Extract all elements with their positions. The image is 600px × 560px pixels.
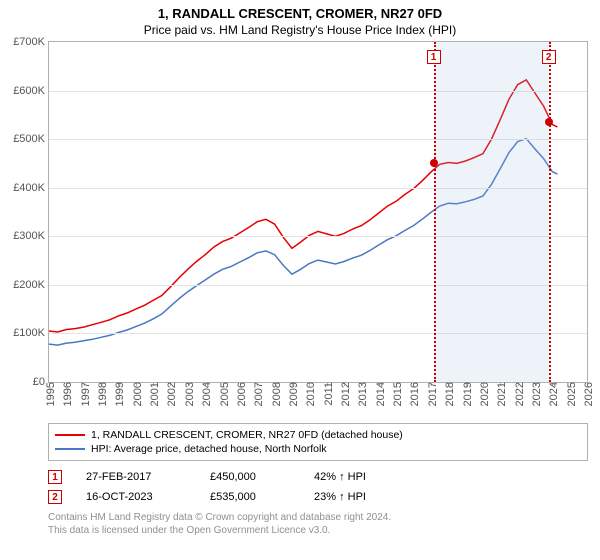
- x-axis-label: 2002: [162, 382, 178, 406]
- y-axis-label: £700K: [13, 36, 49, 48]
- x-axis-label: 2011: [319, 382, 335, 406]
- chart-subtitle: Price paid vs. HM Land Registry's House …: [0, 21, 600, 41]
- x-axis-label: 1996: [58, 382, 74, 406]
- annotation-date: 16-OCT-2023: [86, 491, 186, 503]
- y-axis-label: £600K: [13, 85, 49, 97]
- x-axis-label: 2009: [284, 382, 300, 406]
- x-axis-label: 2007: [249, 382, 265, 406]
- footer-line: This data is licensed under the Open Gov…: [48, 524, 588, 537]
- x-axis-label: 1997: [76, 382, 92, 406]
- sale-point-dot: [545, 118, 553, 126]
- chart-container: 1, RANDALL CRESCENT, CROMER, NR27 0FD Pr…: [0, 0, 600, 560]
- legend-label: 1, RANDALL CRESCENT, CROMER, NR27 0FD (d…: [91, 429, 403, 441]
- x-axis-label: 1999: [110, 382, 126, 406]
- x-axis-label: 2023: [527, 382, 543, 406]
- annotation-marker: 2: [48, 490, 62, 504]
- x-axis-label: 2001: [145, 382, 161, 406]
- event-marker-box: 1: [427, 50, 441, 64]
- y-axis-label: £300K: [13, 230, 49, 242]
- x-axis-label: 1998: [93, 382, 109, 406]
- x-axis-label: 2005: [215, 382, 231, 406]
- event-vline: [434, 42, 436, 382]
- y-axis-label: £200K: [13, 279, 49, 291]
- x-axis-label: 2000: [128, 382, 144, 406]
- y-axis-label: £400K: [13, 182, 49, 194]
- footer-text: Contains HM Land Registry data © Crown c…: [48, 511, 588, 537]
- annotation-date: 27-FEB-2017: [86, 471, 186, 483]
- legend-item: HPI: Average price, detached house, Nort…: [55, 442, 581, 456]
- x-axis-label: 2004: [197, 382, 213, 406]
- legend: 1, RANDALL CRESCENT, CROMER, NR27 0FD (d…: [48, 423, 588, 461]
- x-axis-label: 2014: [371, 382, 387, 406]
- legend-item: 1, RANDALL CRESCENT, CROMER, NR27 0FD (d…: [55, 428, 581, 442]
- legend-label: HPI: Average price, detached house, Nort…: [91, 443, 327, 455]
- legend-swatch: [55, 434, 85, 436]
- event-marker-box: 2: [542, 50, 556, 64]
- x-axis-label: 2008: [267, 382, 283, 406]
- annotation-price: £450,000: [210, 471, 290, 483]
- chart-title: 1, RANDALL CRESCENT, CROMER, NR27 0FD: [0, 0, 600, 21]
- x-axis-label: 2015: [388, 382, 404, 406]
- x-axis-label: 2010: [301, 382, 317, 406]
- chart-plot-area: £0£100K£200K£300K£400K£500K£600K£700K199…: [48, 41, 588, 383]
- x-axis-label: 2013: [353, 382, 369, 406]
- y-axis-label: £100K: [13, 327, 49, 339]
- event-vline: [549, 42, 551, 382]
- x-axis-label: 1995: [41, 382, 57, 406]
- x-axis-label: 2022: [510, 382, 526, 406]
- x-axis-label: 2006: [232, 382, 248, 406]
- annotation-marker: 1: [48, 470, 62, 484]
- x-axis-label: 2017: [423, 382, 439, 406]
- sale-point-dot: [430, 159, 438, 167]
- annotation-pct: 42% ↑ HPI: [314, 471, 404, 483]
- annotation-pct: 23% ↑ HPI: [314, 491, 404, 503]
- x-axis-label: 2003: [180, 382, 196, 406]
- legend-swatch: [55, 448, 85, 450]
- y-axis-label: £500K: [13, 133, 49, 145]
- x-axis-label: 2019: [458, 382, 474, 406]
- x-axis-label: 2018: [440, 382, 456, 406]
- annotation-row: 2 16-OCT-2023 £535,000 23% ↑ HPI: [48, 487, 588, 507]
- x-axis-label: 2020: [475, 382, 491, 406]
- x-axis-label: 2025: [562, 382, 578, 406]
- annotation-row: 1 27-FEB-2017 £450,000 42% ↑ HPI: [48, 467, 588, 487]
- annotation-price: £535,000: [210, 491, 290, 503]
- highlight-band: [434, 42, 549, 382]
- footer-line: Contains HM Land Registry data © Crown c…: [48, 511, 588, 524]
- x-axis-label: 2016: [405, 382, 421, 406]
- x-axis-label: 2021: [492, 382, 508, 406]
- x-axis-label: 2024: [544, 382, 560, 406]
- x-axis-label: 2026: [579, 382, 595, 406]
- annotations-table: 1 27-FEB-2017 £450,000 42% ↑ HPI 2 16-OCT-202…: [48, 467, 588, 507]
- x-axis-label: 2012: [336, 382, 352, 406]
